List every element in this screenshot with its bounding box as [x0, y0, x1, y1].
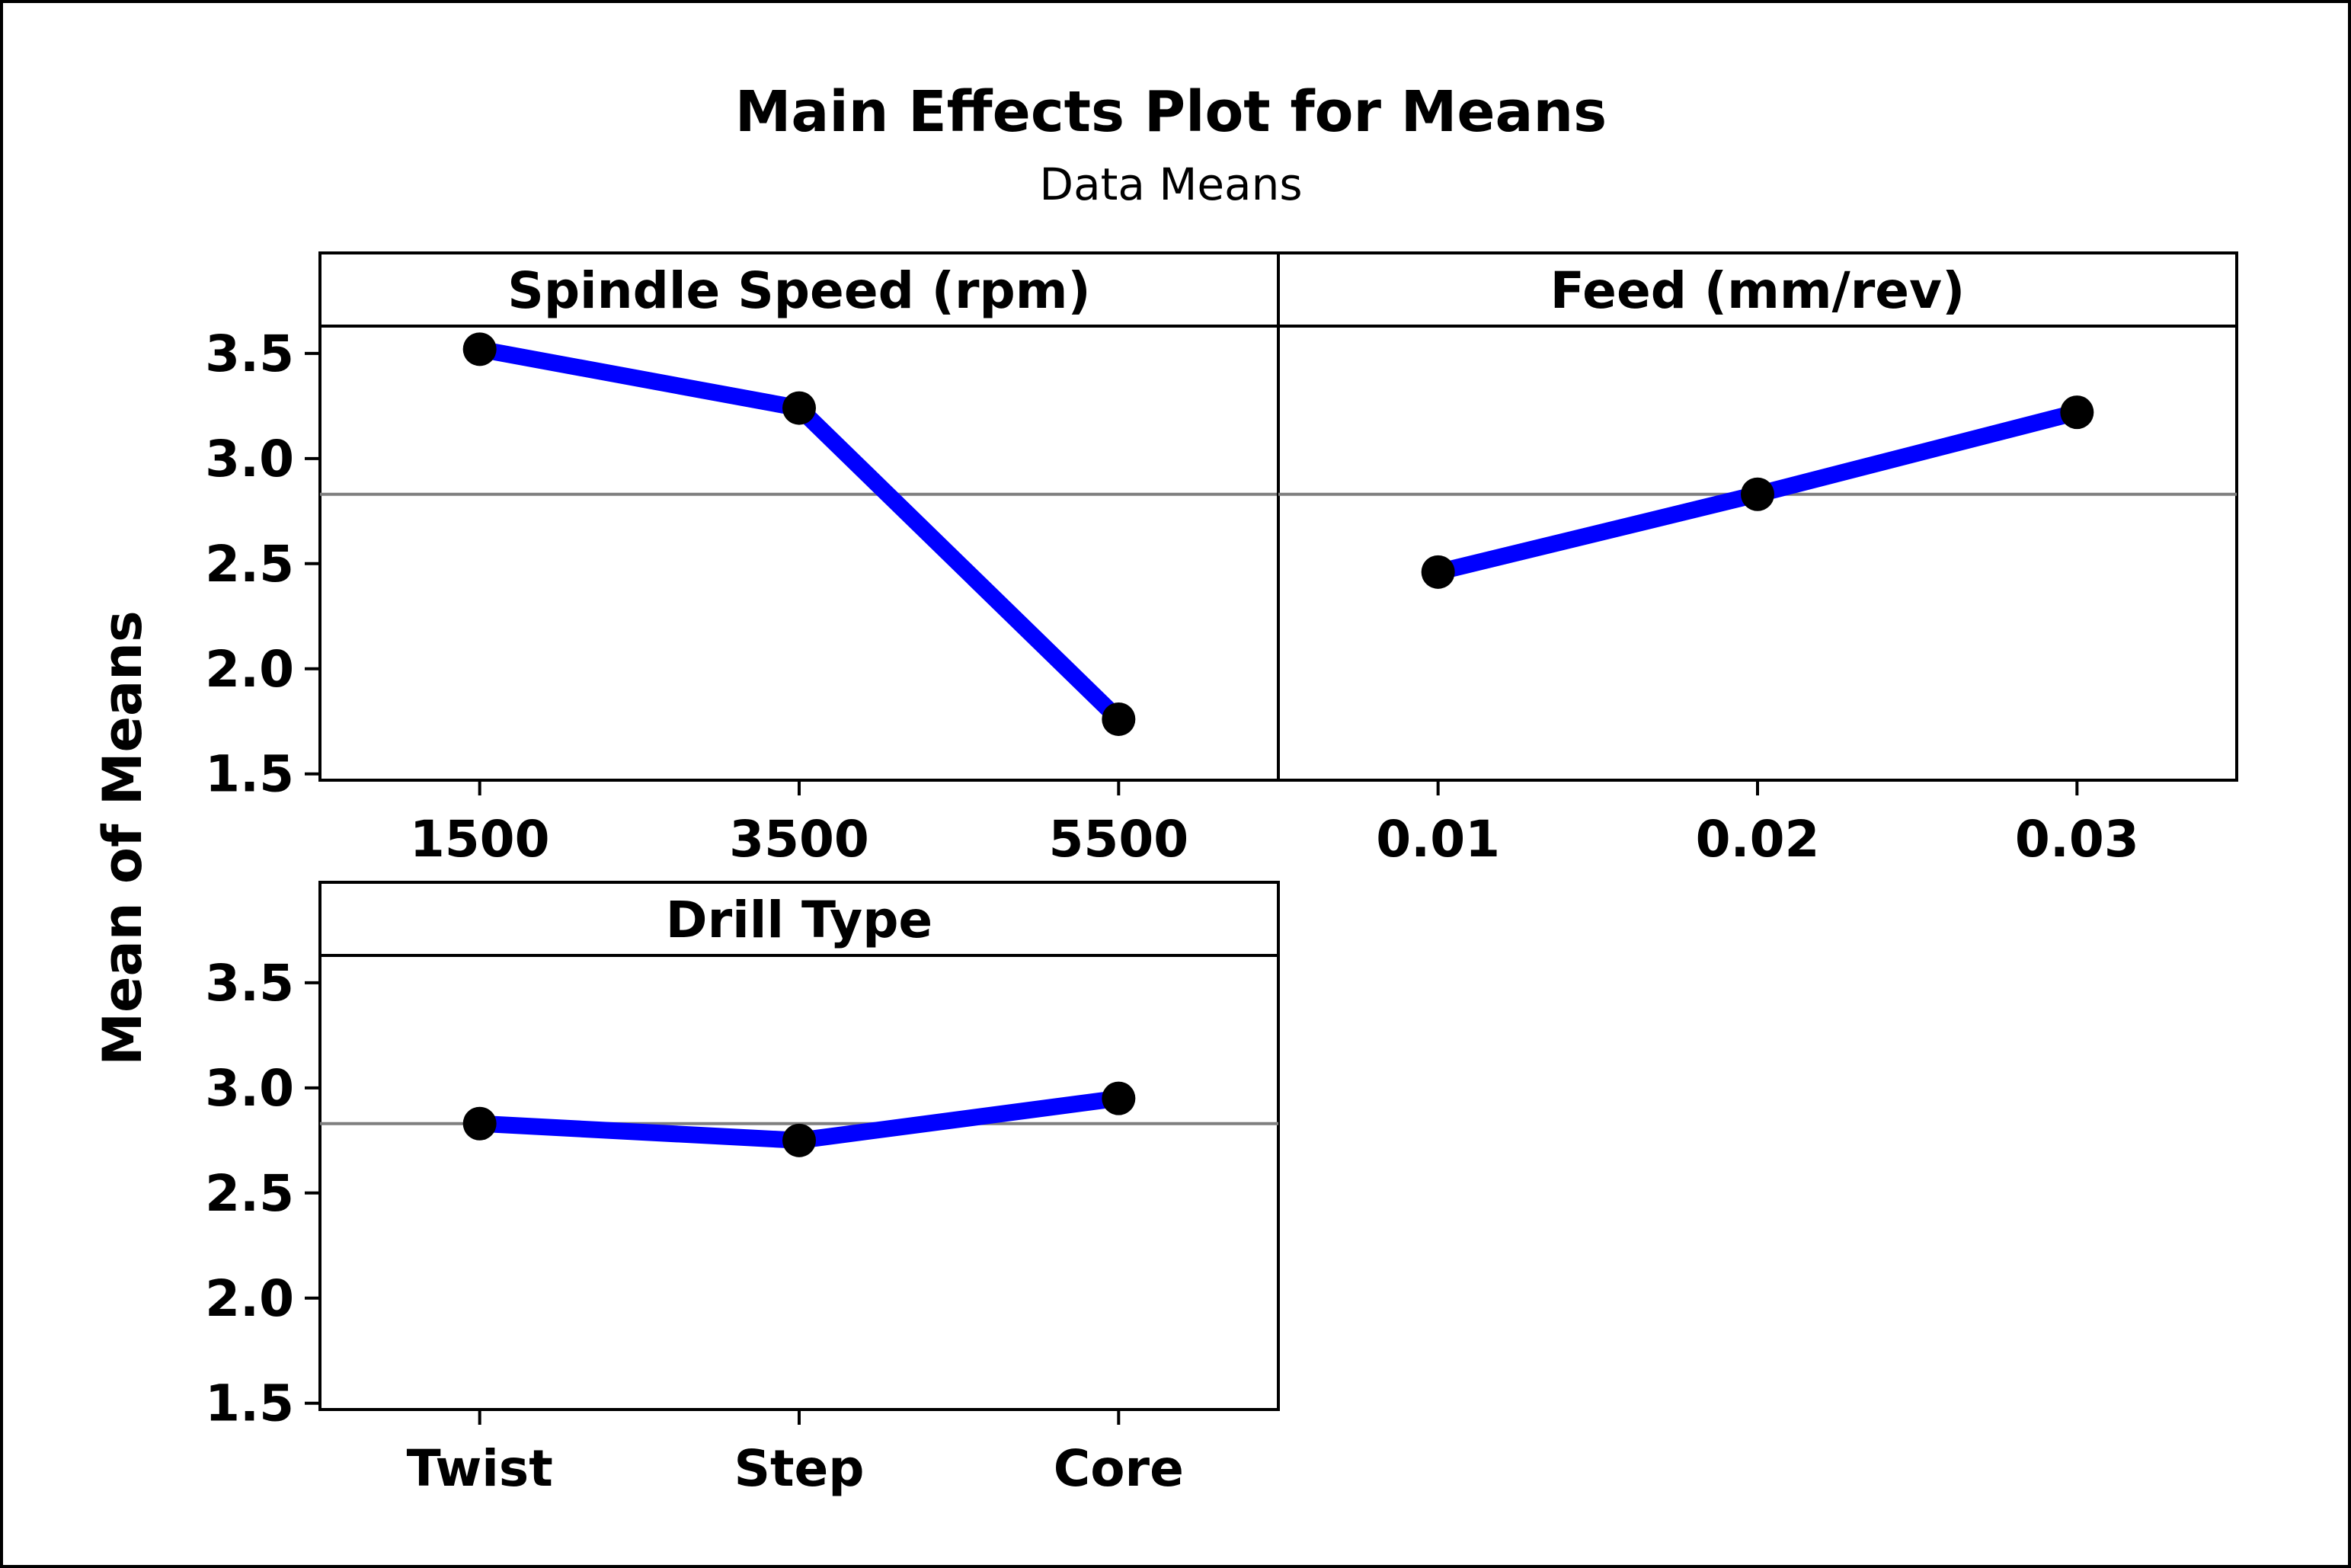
- y-tick-label: 3.5: [205, 954, 294, 1013]
- data-point: [782, 391, 816, 425]
- y-tick-label: 3.5: [205, 325, 294, 383]
- panel-label: Feed (mm/rev): [1550, 261, 1965, 320]
- chart-title: Main Effects Plot for Means: [735, 79, 1607, 145]
- data-point: [1421, 555, 1455, 589]
- x-tick-label: 0.01: [1376, 810, 1500, 869]
- y-tick-label: 2.5: [205, 535, 294, 594]
- panel-box: [318, 251, 1280, 782]
- y-tick-label: 1.5: [205, 745, 294, 804]
- panel-label: Spindle Speed (rpm): [507, 261, 1090, 320]
- data-point: [462, 1106, 497, 1141]
- chart-subtitle: Data Means: [1039, 158, 1302, 210]
- y-tick-label: 2.0: [205, 640, 294, 699]
- panel-label: Drill Type: [666, 891, 932, 949]
- data-point: [462, 332, 497, 366]
- y-tick-label: 2.0: [205, 1269, 294, 1328]
- data-point: [782, 1123, 816, 1157]
- x-tick-label: 5500: [1048, 810, 1188, 869]
- data-point: [2060, 395, 2094, 430]
- y-tick-label: 3.0: [205, 1059, 294, 1118]
- x-tick-label: Step: [734, 1439, 864, 1498]
- panel-box: [1277, 251, 2238, 782]
- x-tick-label: 0.03: [2015, 810, 2139, 869]
- data-point: [1102, 1081, 1136, 1115]
- y-axis-label: Mean of Means: [91, 610, 154, 1065]
- x-tick-label: Twist: [407, 1439, 553, 1498]
- y-tick-label: 1.5: [205, 1374, 294, 1433]
- data-point: [1102, 702, 1136, 736]
- y-tick-label: 3.0: [205, 430, 294, 488]
- data-point: [1741, 477, 1774, 511]
- panels-group: Spindle Speed (rpm) 1.5 2.0 2.5 3.0 3.5 1500 35…: [205, 251, 2238, 1498]
- y-tick-label: 2.5: [205, 1164, 294, 1223]
- x-tick-label: Core: [1054, 1439, 1184, 1498]
- x-tick-label: 3500: [729, 810, 869, 869]
- x-tick-label: 1500: [410, 810, 550, 869]
- x-tick-label: 0.02: [1696, 810, 1820, 869]
